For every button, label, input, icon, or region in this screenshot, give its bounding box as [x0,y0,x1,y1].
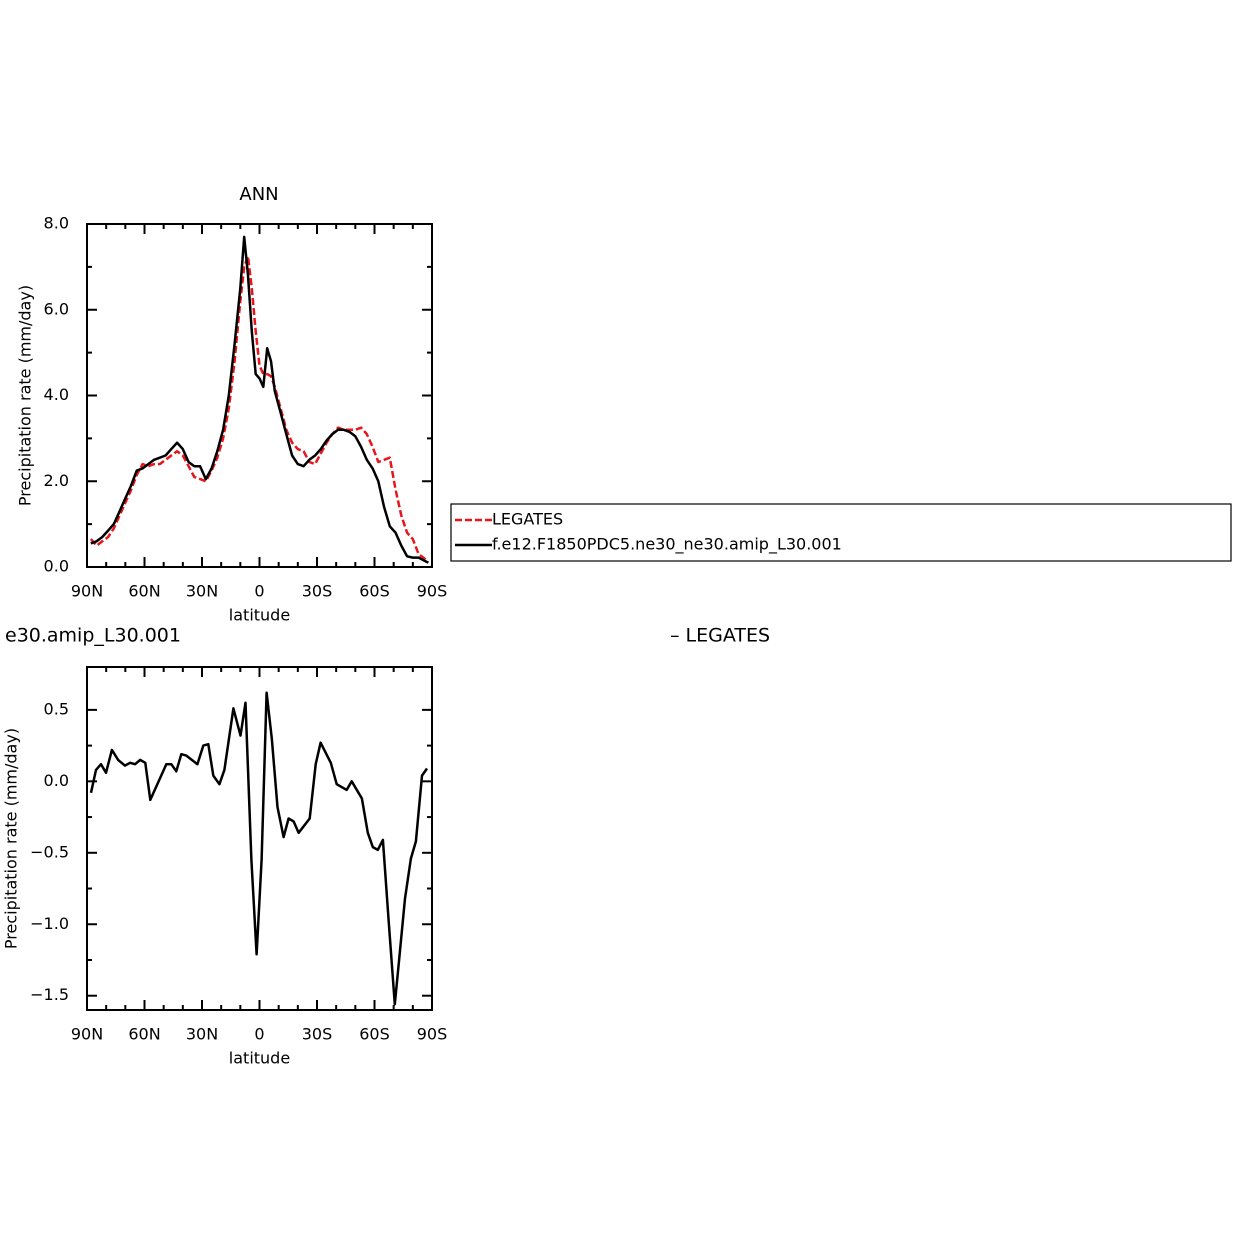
x-tick-label: 30N [186,582,218,601]
y-tick-label: 0.0 [44,771,69,790]
x-tick-label: 60S [359,1025,390,1044]
y-axis-label: Precipitation rate (mm/day) [16,285,35,506]
data-line [90,235,429,564]
chart-title-right: – LEGATES [670,625,770,647]
x-tick-label: 30S [302,1025,333,1044]
data-line [89,254,430,564]
y-tick-label: 4.0 [44,385,69,404]
chart-title-left: e30.amip_L30.001 [5,625,181,647]
legend-label: LEGATES [492,510,563,529]
x-tick-label: 60N [128,1025,160,1044]
y-tick-label: 0.5 [44,699,69,718]
x-tick-label: 90N [71,582,103,601]
y-tick-label: −0.5 [30,842,69,861]
x-tick-label: 90S [417,1025,448,1044]
plot-frame [86,223,433,568]
y-tick-label: 6.0 [44,299,69,318]
x-tick-label: 90S [417,582,448,601]
legend-box [450,503,1232,562]
y-axis-label: Precipitation rate (mm/day) [2,728,21,949]
x-tick-label: 0 [254,582,264,601]
plot-frame [86,666,433,1011]
y-tick-label: 2.0 [44,471,69,490]
x-tick-label: 60N [128,582,160,601]
y-tick-label: 0.0 [44,557,69,576]
y-tick-label: −1.0 [30,914,69,933]
x-tick-label: 0 [254,1025,264,1044]
y-tick-label: 8.0 [44,214,69,233]
x-tick-label: 30S [302,582,333,601]
x-tick-label: 60S [359,582,390,601]
x-tick-label: 30N [186,1025,218,1044]
x-axis-label: latitude [229,1049,290,1068]
data-line [89,691,429,1006]
y-tick-label: −1.5 [30,985,69,1004]
x-tick-label: 90N [71,1025,103,1044]
legend-label: f.e12.F1850PDC5.ne30_ne30.amip_L30.001 [492,535,842,555]
x-axis-label: latitude [229,606,290,625]
chart-title: ANN [239,184,278,205]
